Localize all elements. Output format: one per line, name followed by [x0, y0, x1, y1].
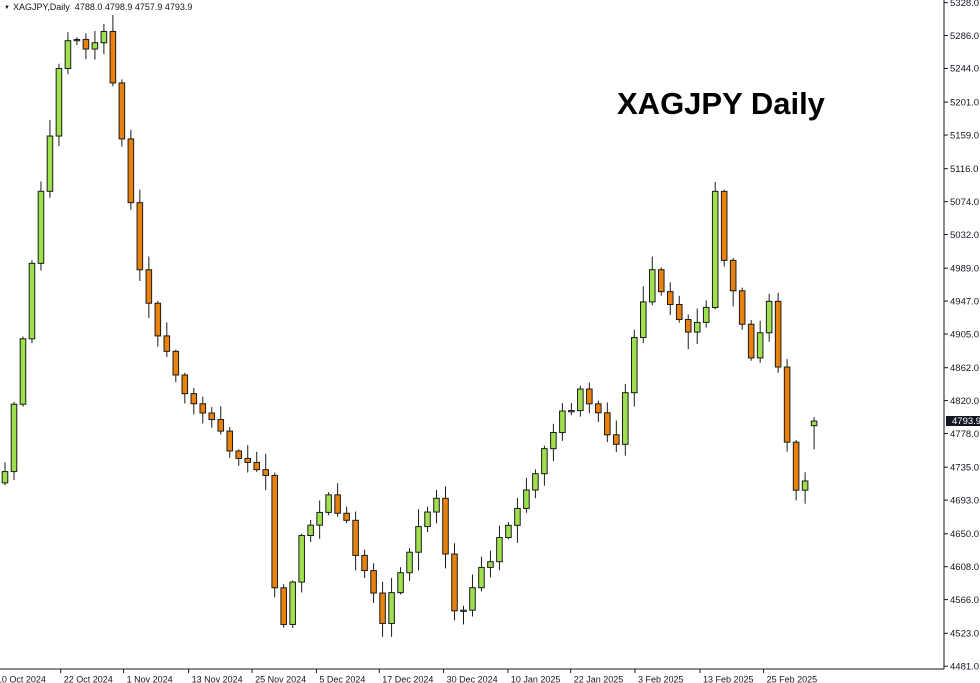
svg-text:5201.0: 5201.0 — [950, 97, 979, 108]
svg-text:13 Nov 2024: 13 Nov 2024 — [192, 675, 243, 683]
svg-text:22 Jan 2025: 22 Jan 2025 — [574, 675, 624, 683]
svg-text:10 Oct 2024: 10 Oct 2024 — [0, 675, 46, 683]
svg-text:4608.0: 4608.0 — [950, 562, 979, 573]
svg-text:4481.0: 4481.0 — [950, 662, 979, 673]
svg-text:13 Feb 2025: 13 Feb 2025 — [703, 675, 754, 683]
svg-text:5032.0: 5032.0 — [950, 230, 979, 241]
svg-text:4862.0: 4862.0 — [950, 363, 979, 374]
svg-text:4778.0: 4778.0 — [950, 429, 979, 440]
svg-text:3 Feb 2025: 3 Feb 2025 — [638, 675, 684, 683]
svg-text:4820.0: 4820.0 — [950, 396, 979, 407]
svg-text:25 Feb 2025: 25 Feb 2025 — [767, 675, 818, 683]
svg-text:5328.0: 5328.0 — [950, 0, 979, 9]
svg-text:30 Dec 2024: 30 Dec 2024 — [447, 675, 498, 683]
svg-text:5286.0: 5286.0 — [950, 31, 979, 42]
svg-text:5074.0: 5074.0 — [950, 197, 979, 208]
svg-text:10 Jan 2025: 10 Jan 2025 — [511, 675, 561, 683]
svg-text:5159.0: 5159.0 — [950, 130, 979, 141]
svg-text:22 Oct 2024: 22 Oct 2024 — [64, 675, 113, 683]
svg-text:4650.0: 4650.0 — [950, 529, 979, 540]
svg-text:5244.0: 5244.0 — [950, 64, 979, 75]
svg-text:5116.0: 5116.0 — [950, 164, 978, 175]
svg-text:4905.0: 4905.0 — [950, 329, 979, 340]
svg-text:5 Dec 2024: 5 Dec 2024 — [319, 675, 365, 683]
svg-text:1 Nov 2024: 1 Nov 2024 — [127, 675, 173, 683]
svg-text:4735.0: 4735.0 — [950, 463, 979, 474]
svg-text:4989.0: 4989.0 — [950, 264, 979, 275]
svg-text:4523.0: 4523.0 — [950, 629, 979, 640]
svg-text:17 Dec 2024: 17 Dec 2024 — [382, 675, 433, 683]
svg-text:25 Nov 2024: 25 Nov 2024 — [255, 675, 306, 683]
svg-text:4947.0: 4947.0 — [950, 296, 979, 307]
svg-text:4566.0: 4566.0 — [950, 595, 979, 606]
svg-text:4693.0: 4693.0 — [950, 495, 979, 506]
